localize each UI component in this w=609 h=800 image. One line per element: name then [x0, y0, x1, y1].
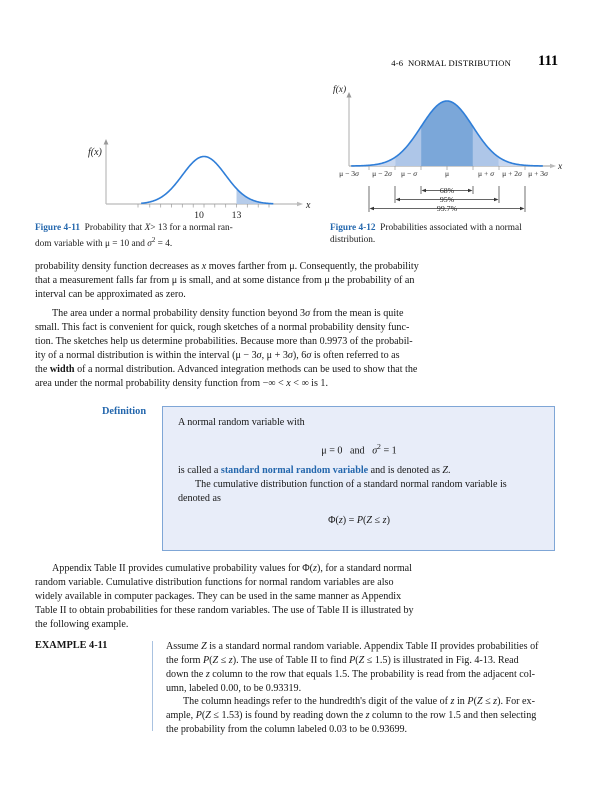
- svg-text:μ − σ: μ − σ: [401, 169, 417, 178]
- svg-text:μ − 2σ: μ − 2σ: [372, 169, 392, 178]
- svg-text:μ: μ: [445, 169, 449, 178]
- svg-text:μ + 3σ: μ + 3σ: [528, 169, 548, 178]
- svg-text:μ + 2σ: μ + 2σ: [502, 169, 522, 178]
- svg-text:f(x): f(x): [333, 84, 346, 95]
- svg-text:99.7%: 99.7%: [437, 204, 458, 213]
- svg-text:μ + σ: μ + σ: [478, 169, 494, 178]
- svg-text:μ − 3σ: μ − 3σ: [339, 169, 359, 178]
- svg-text:68%: 68%: [440, 186, 455, 195]
- svg-text:95%: 95%: [440, 195, 455, 204]
- svg-text:x: x: [557, 162, 563, 172]
